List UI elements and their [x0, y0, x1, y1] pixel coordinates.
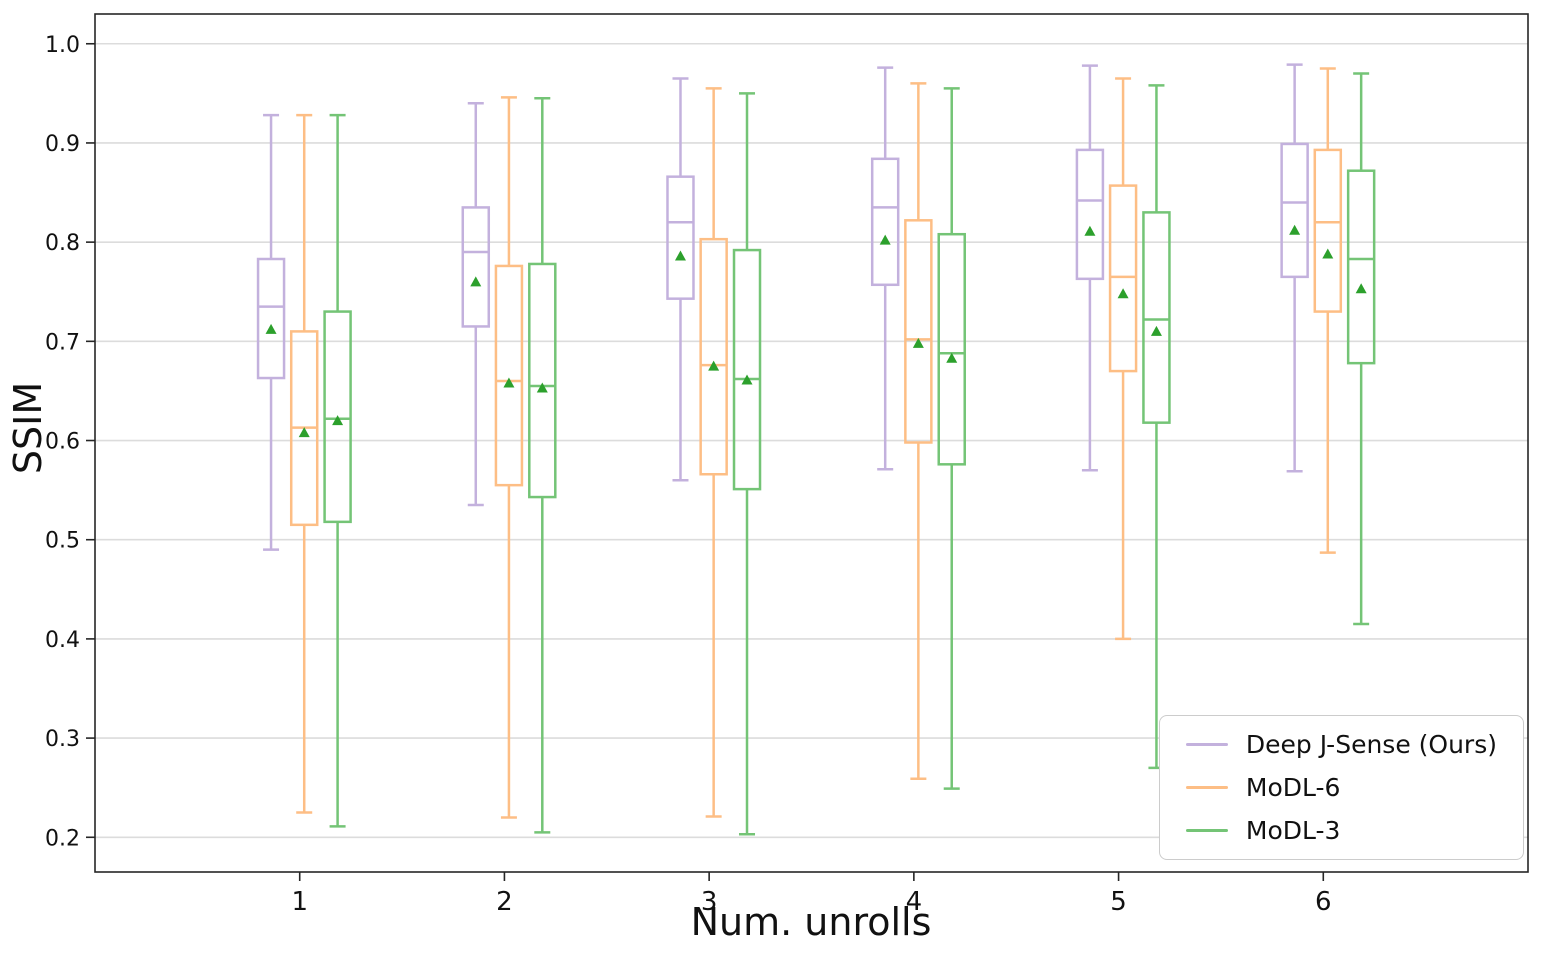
box: [699, 237, 728, 476]
x-tick-label: 1: [291, 887, 308, 917]
mean-marker: [298, 427, 310, 438]
legend-item: Deep J-Sense (Ours): [1185, 730, 1497, 759]
mean-marker: [1322, 248, 1334, 259]
mean-marker: [265, 323, 277, 334]
box: [494, 264, 524, 487]
y-tick-label: 0.4: [45, 628, 80, 653]
box: [1346, 169, 1376, 365]
mean-marker: [741, 374, 753, 385]
y-tick-label: 0.3: [45, 727, 80, 752]
x-tick-label: 3: [701, 887, 718, 917]
mean-marker: [470, 276, 482, 287]
mean-marker: [1289, 224, 1301, 235]
legend-swatch: [1185, 743, 1228, 746]
box: [528, 262, 557, 499]
y-tick-label: 0.5: [45, 529, 80, 554]
x-tick-label: 4: [906, 887, 923, 917]
legend-swatch: [1185, 829, 1228, 832]
box: [1313, 148, 1343, 313]
mean-marker: [879, 234, 891, 245]
box: [1108, 184, 1138, 373]
mean-marker: [912, 337, 924, 348]
box: [1142, 211, 1171, 424]
box: [904, 219, 933, 444]
mean-marker: [1150, 325, 1162, 336]
box: [323, 310, 352, 524]
box: [870, 157, 900, 287]
box: [732, 248, 762, 491]
y-axis-label: SSIM: [6, 381, 50, 475]
legend-item: MoDL-6: [1185, 773, 1497, 802]
box: [461, 206, 491, 328]
x-axis-label: Num. unrolls: [690, 900, 932, 944]
box: [1075, 148, 1105, 281]
legend: Deep J-Sense (Ours) MoDL-6 MoDL-3: [1158, 715, 1524, 860]
box: [666, 175, 695, 300]
y-tick-label: 0.8: [45, 231, 80, 256]
y-tick-label: 0.2: [45, 826, 80, 851]
y-tick-label: 0.6: [45, 430, 80, 455]
mean-marker: [1084, 225, 1096, 236]
y-tick-label: 1.0: [45, 33, 80, 58]
y-tick-label: 0.7: [45, 330, 80, 355]
mean-marker: [536, 382, 548, 393]
x-tick-label: 5: [1110, 887, 1127, 917]
mean-marker: [503, 377, 515, 388]
x-tick-label: 6: [1315, 887, 1332, 917]
box: [256, 257, 286, 380]
plot-frame: [94, 13, 1529, 873]
legend-swatch: [1185, 786, 1228, 789]
legend-label: MoDL-3: [1245, 816, 1341, 845]
box: [1280, 142, 1309, 279]
legend-label: MoDL-6: [1245, 773, 1341, 802]
x-tick-label: 2: [496, 887, 513, 917]
y-tick-label: 0.9: [45, 132, 80, 157]
legend-label: Deep J-Sense (Ours): [1245, 730, 1497, 759]
mean-marker: [708, 360, 720, 371]
box: [937, 232, 966, 466]
mean-marker: [946, 352, 958, 363]
mean-marker: [1117, 288, 1129, 299]
mean-marker: [332, 415, 344, 426]
mean-marker: [1355, 283, 1367, 294]
mean-marker: [674, 250, 686, 261]
legend-item: MoDL-3: [1185, 816, 1497, 845]
